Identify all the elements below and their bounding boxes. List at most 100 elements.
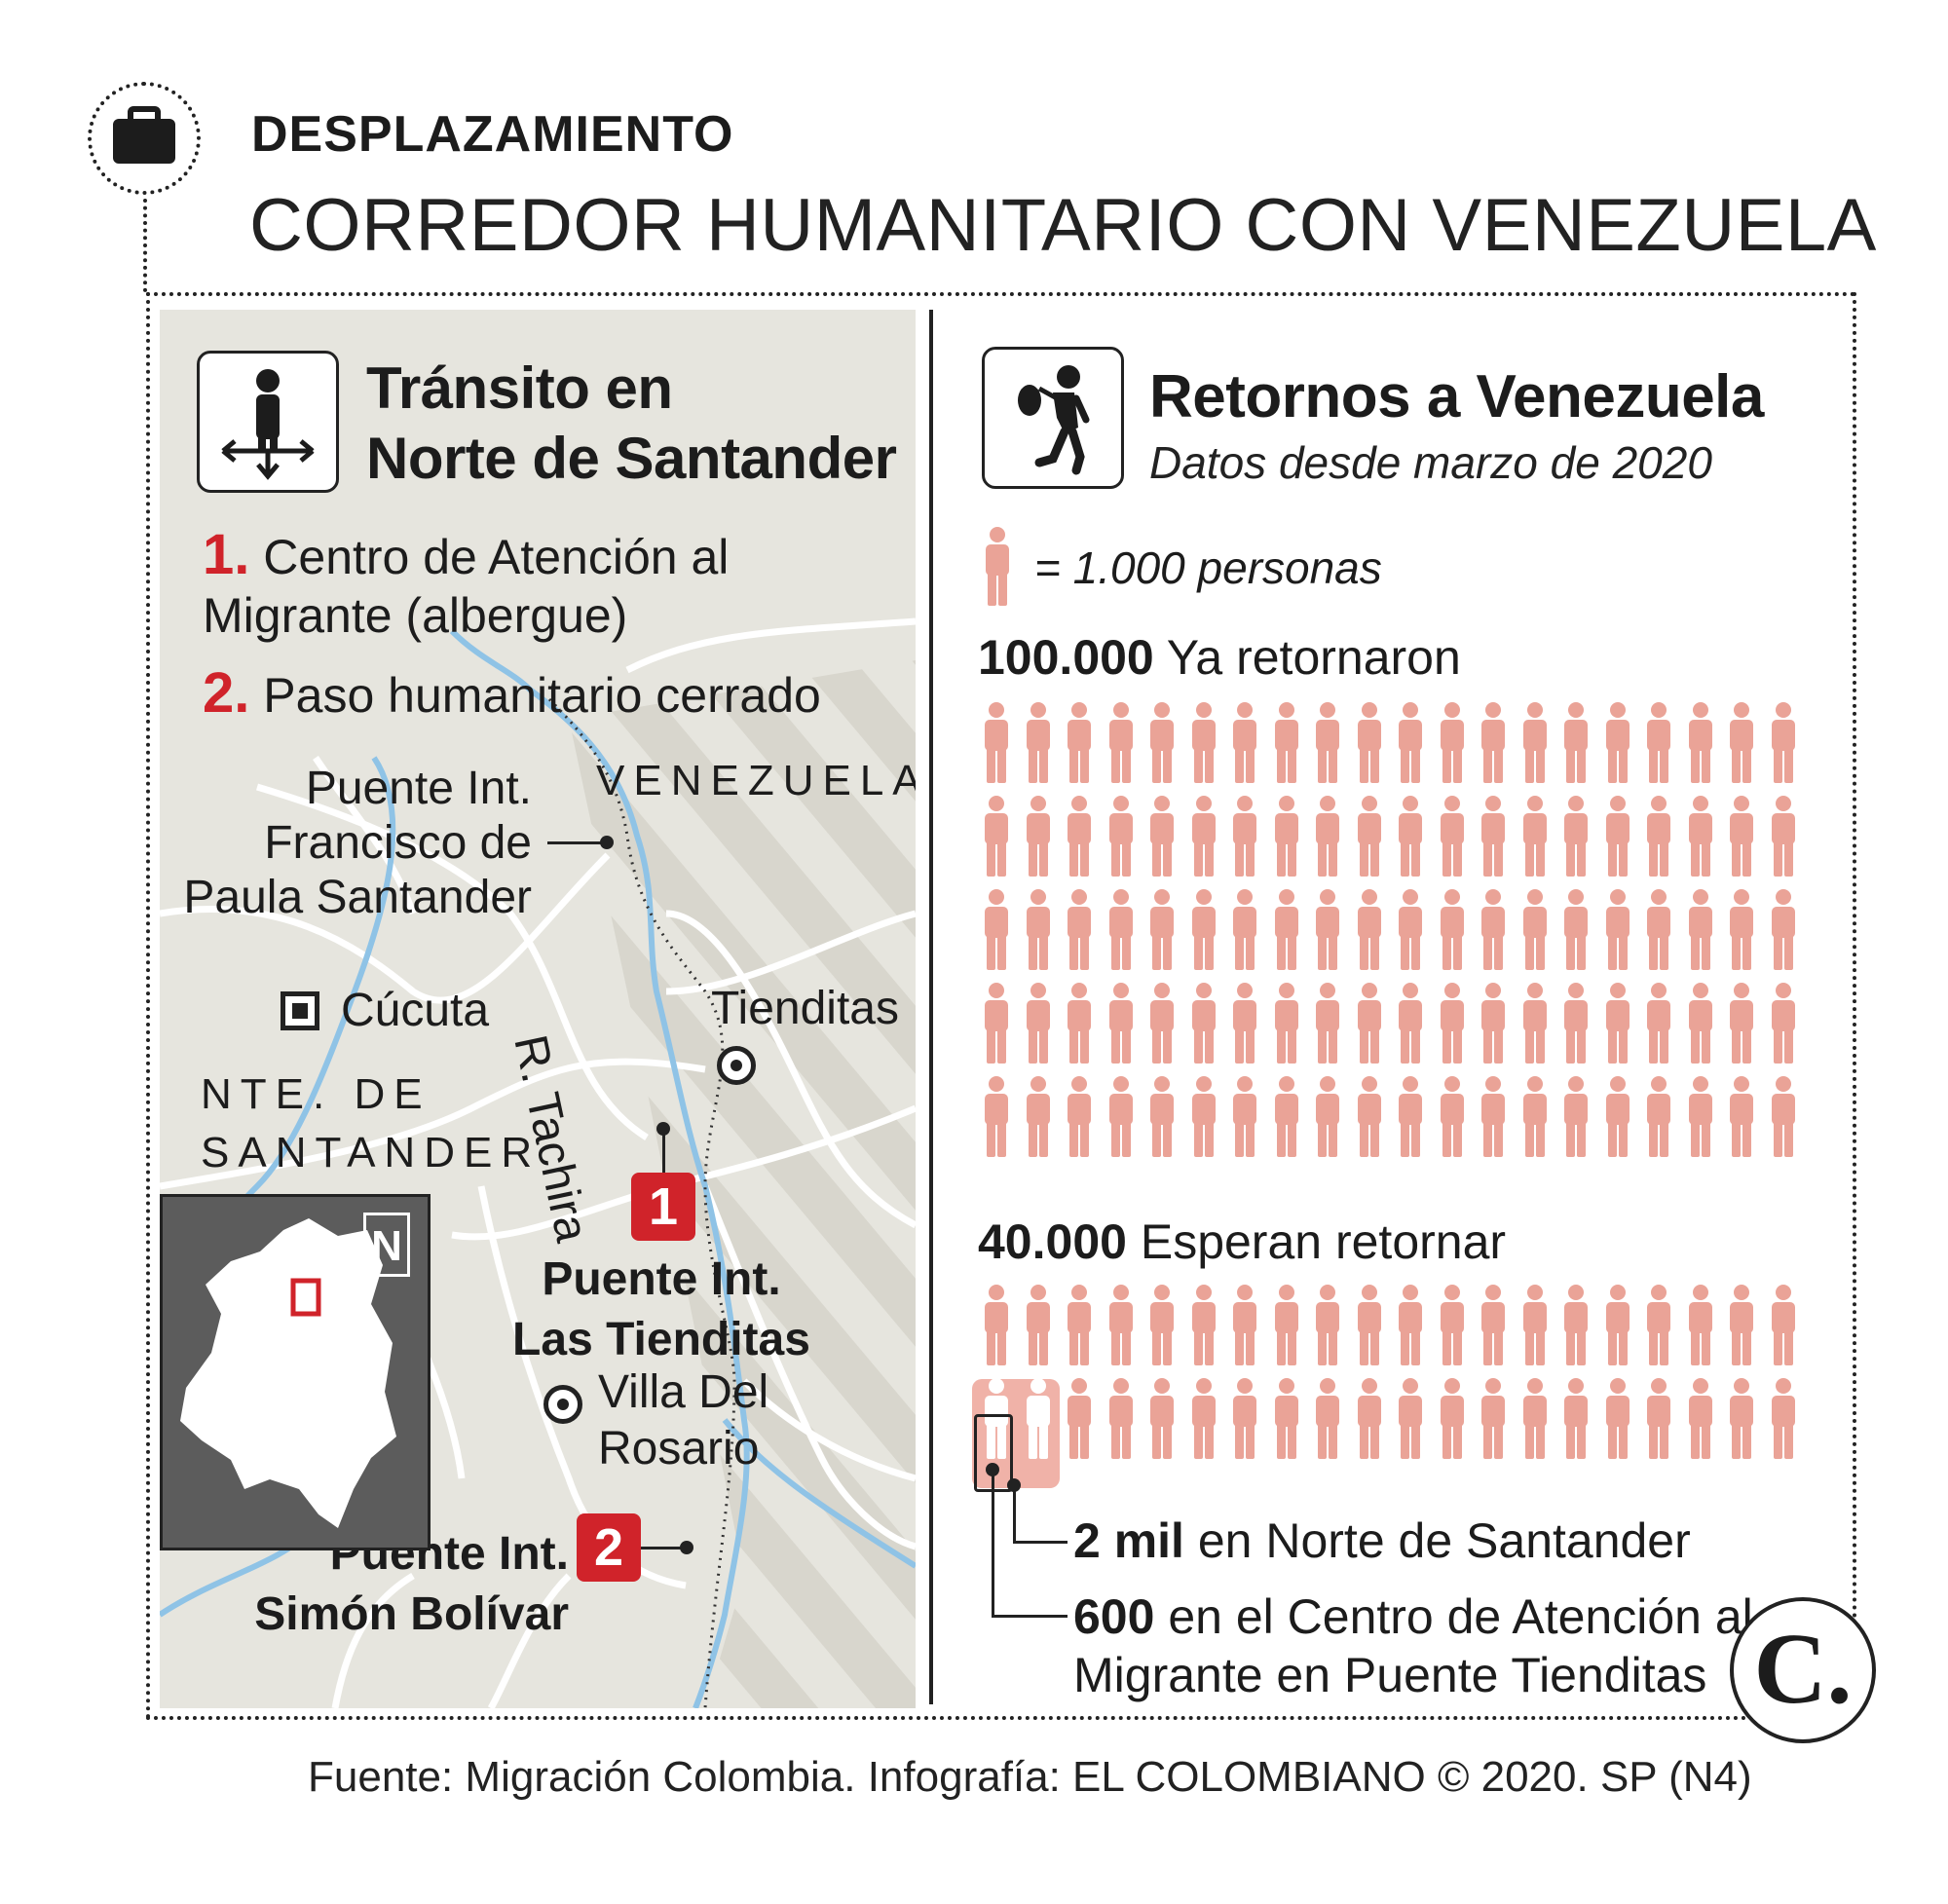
- person-icon: [1307, 1284, 1349, 1377]
- person-icon: [1142, 1284, 1183, 1377]
- bridge-label-bold: Puente Int.: [542, 1253, 781, 1305]
- person-icon: [1018, 795, 1060, 888]
- person-icon: [1597, 795, 1639, 888]
- country-label: VENEZUELA: [596, 757, 916, 804]
- person-icon: [1555, 701, 1597, 795]
- person-icon: [1142, 701, 1183, 795]
- person-icon: [1680, 795, 1722, 888]
- person-icon: [1018, 982, 1060, 1075]
- person-icon: [1142, 982, 1183, 1075]
- person-icon: [1183, 888, 1225, 982]
- person-icon: [976, 982, 1018, 1075]
- person-icon: [1059, 795, 1101, 888]
- person-icon: [1763, 1377, 1805, 1471]
- person-icon: [1638, 888, 1680, 982]
- person-icon: [1555, 1377, 1597, 1471]
- person-icon: [976, 888, 1018, 982]
- headline: CORREDOR HUMANITARIO CON VENEZUELA: [249, 184, 1877, 267]
- panel-divider: [929, 310, 933, 1704]
- person-icon: [1638, 1377, 1680, 1471]
- town-label: Rosario: [598, 1423, 760, 1475]
- person-icon: [1763, 888, 1805, 982]
- panel-title: Retornos a Venezuela: [1149, 363, 1764, 430]
- region-label: NTE. DE: [201, 1070, 431, 1118]
- person-icon: [1721, 888, 1763, 982]
- person-icon: [976, 1075, 1018, 1169]
- person-icon: [1142, 1377, 1183, 1471]
- marker-2: 2: [577, 1513, 641, 1582]
- person-icon: [1515, 701, 1556, 795]
- person-icon: [1555, 1075, 1597, 1169]
- returned-pictogram: [976, 701, 1804, 1169]
- note-norte-santander: 2 mil en Norte de Santander: [1073, 1512, 1691, 1570]
- person-icon: [1638, 795, 1680, 888]
- returned-label: Ya retornaron: [1166, 630, 1461, 685]
- person-icon: [1307, 888, 1349, 982]
- waiting-stat: 40.000 Esperan retornar: [978, 1213, 1506, 1270]
- location-dot: [986, 1463, 999, 1476]
- person-icon: [1680, 982, 1722, 1075]
- person-icon: [1390, 701, 1432, 795]
- north-arrow-icon: N: [363, 1213, 410, 1277]
- panel-title-line1: Tránsito en: [366, 355, 673, 421]
- person-icon: [1307, 701, 1349, 795]
- person-icon: [1763, 701, 1805, 795]
- person-icon: [1432, 1284, 1474, 1377]
- person-icon: [1224, 982, 1266, 1075]
- city-icon: [281, 991, 319, 1030]
- location-dot: [1007, 1478, 1021, 1492]
- note-centro: 600 en el Centro de Atención al: [1073, 1587, 1753, 1646]
- person-icon: [1224, 1377, 1266, 1471]
- person-icon: [1473, 1075, 1515, 1169]
- note-value: 600: [1073, 1589, 1155, 1644]
- person-icon: [1638, 982, 1680, 1075]
- person-icon: [1390, 982, 1432, 1075]
- bridge-label-bold: Simón Bolívar: [254, 1588, 569, 1640]
- legend-item-1: 1. Centro de Atención al: [203, 526, 729, 586]
- person-icon: [1432, 701, 1474, 795]
- person-icon: [1059, 1284, 1101, 1377]
- town-icon: [717, 1046, 756, 1085]
- person-icon: [1349, 982, 1391, 1075]
- note-text: en el Centro de Atención al: [1168, 1589, 1753, 1644]
- person-icon: [1349, 1284, 1391, 1377]
- person-icon: [1680, 1284, 1722, 1377]
- person-icon: [1515, 1075, 1556, 1169]
- person-icon: [1432, 888, 1474, 982]
- person-icon: [1349, 1075, 1391, 1169]
- person-icon: [1266, 701, 1308, 795]
- person-icon: [1555, 982, 1597, 1075]
- person-crossroads-icon: [197, 351, 339, 493]
- person-icon: [1597, 1377, 1639, 1471]
- person-icon: [1183, 982, 1225, 1075]
- person-icon: [1018, 888, 1060, 982]
- colombia-map-icon: [180, 1218, 396, 1528]
- person-icon: [1059, 888, 1101, 982]
- person-icon: [1515, 982, 1556, 1075]
- leader-line: [641, 1547, 684, 1549]
- person-icon: [1763, 795, 1805, 888]
- person-icon: [1307, 982, 1349, 1075]
- person-icon: [1349, 1377, 1391, 1471]
- person-icon: [1473, 888, 1515, 982]
- note-value: 2 mil: [1073, 1513, 1184, 1568]
- person-icon: [1721, 701, 1763, 795]
- person-icon: [1473, 982, 1515, 1075]
- person-icon: [1721, 982, 1763, 1075]
- city-label: Tienditas: [711, 983, 899, 1034]
- bridge-label: Francisco de: [264, 817, 532, 869]
- person-icon: [1266, 1284, 1308, 1377]
- person-icon: [1721, 1377, 1763, 1471]
- person-icon: [1721, 1284, 1763, 1377]
- person-icon: [1555, 1284, 1597, 1377]
- person-icon: [1059, 701, 1101, 795]
- person-icon: [1183, 1377, 1225, 1471]
- person-icon: [1307, 1075, 1349, 1169]
- inset-map: N: [160, 1194, 431, 1550]
- legend-number: 2.: [203, 661, 250, 725]
- person-icon: [1390, 1075, 1432, 1169]
- person-icon: [1515, 795, 1556, 888]
- person-icon: [1183, 795, 1225, 888]
- leader-line: [992, 1469, 994, 1617]
- person-icon: [1142, 888, 1183, 982]
